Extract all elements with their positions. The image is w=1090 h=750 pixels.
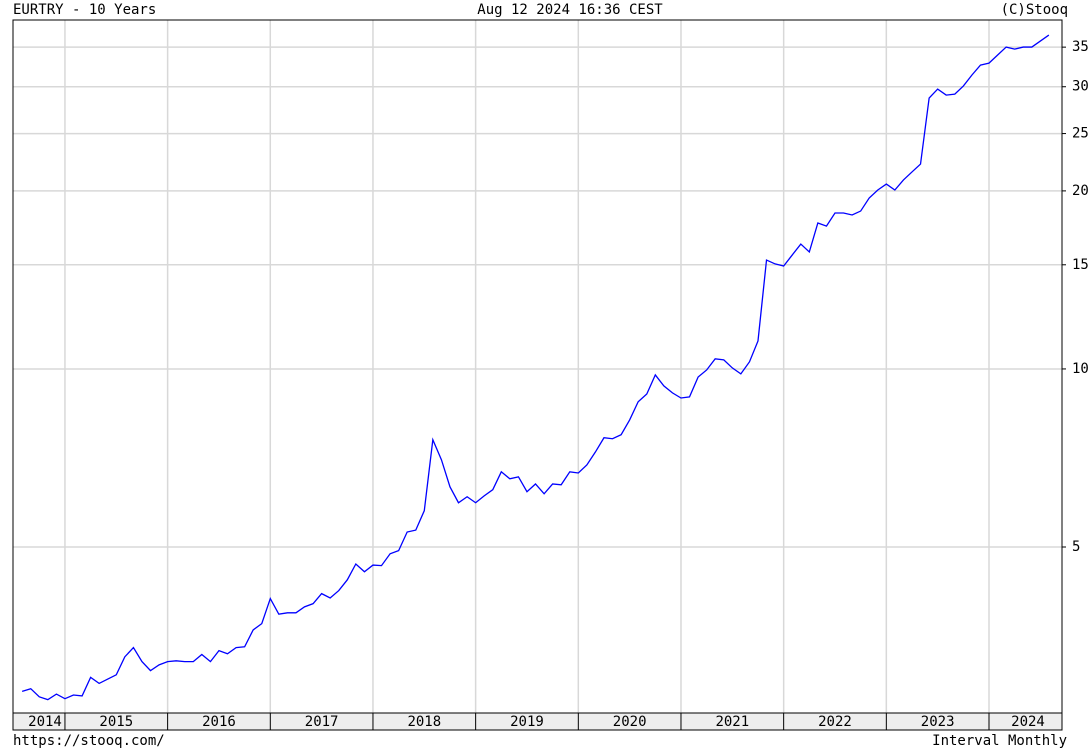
x-tick-label: 2018 (407, 714, 441, 730)
y-tick-label: 35 (1072, 39, 1089, 55)
price-line (21, 34, 1050, 701)
x-tick-label: 2019 (510, 714, 544, 730)
x-tick-label: 2015 (99, 714, 133, 730)
y-tick-label: 10 (1072, 361, 1089, 377)
x-tick-label: 2023 (921, 714, 955, 730)
url[interactable]: https://stooq.com/ (13, 733, 165, 749)
x-tick-label: 2016 (202, 714, 236, 730)
x-tick-label: 2017 (305, 714, 339, 730)
y-tick-label: 5 (1072, 539, 1080, 555)
x-tick-label: 2014 (28, 714, 62, 730)
chart-title: EURTRY - 10 Years (13, 2, 156, 18)
x-tick-label: 2024 (1011, 714, 1045, 730)
x-tick-label: 2020 (613, 714, 647, 730)
interval: Interval Monthly (932, 733, 1067, 749)
x-tick-label: 2022 (818, 714, 852, 730)
x-tick-label: 2021 (715, 714, 749, 730)
y-tick-label: 20 (1072, 183, 1089, 199)
y-tick-label: 25 (1072, 126, 1089, 142)
chart-subtitle: Aug 12 2024 16:36 CEST (477, 2, 663, 18)
y-tick-label: 15 (1072, 257, 1089, 273)
plot-frame (12, 19, 1063, 714)
source: (C)Stooq (1001, 2, 1068, 18)
y-tick-label: 30 (1072, 79, 1089, 95)
